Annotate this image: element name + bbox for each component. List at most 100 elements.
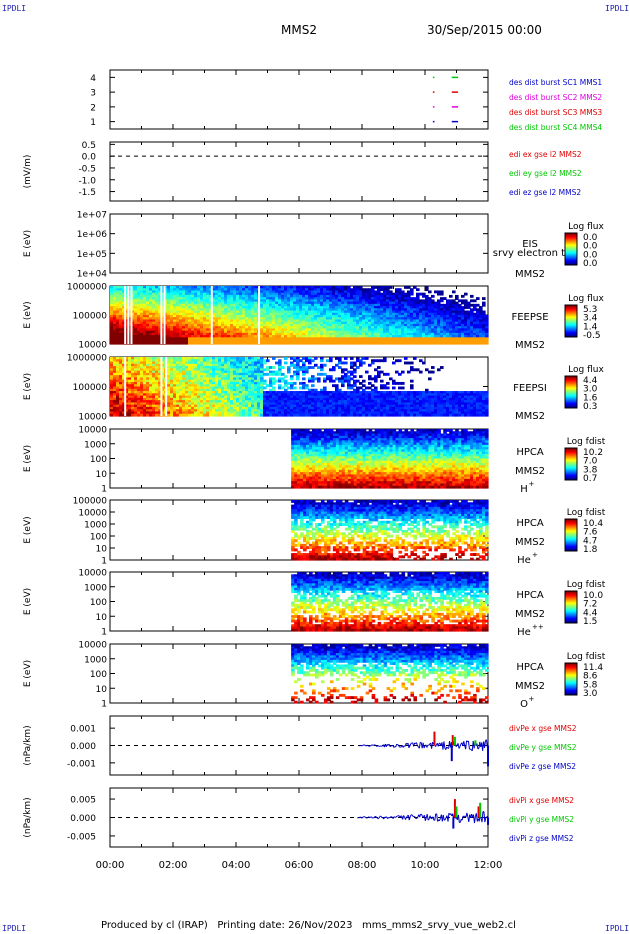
spectrogram-cell <box>227 406 231 410</box>
spectrogram-cell <box>479 319 483 323</box>
spectrogram-cell <box>149 317 153 321</box>
spectrogram-cell <box>347 301 351 305</box>
spectrogram-cell <box>158 335 162 338</box>
colorbar-swatch <box>565 329 577 331</box>
spectrogram-cell <box>269 413 273 417</box>
spectrogram-cell <box>314 299 318 303</box>
spectrogram-cell <box>389 326 393 329</box>
spectrogram-cell <box>308 335 312 338</box>
spectrogram-cell <box>296 397 300 401</box>
spectrogram-cell <box>152 337 156 341</box>
spectrogram-cell <box>248 386 252 390</box>
spectrogram-cell <box>152 315 156 318</box>
spectrogram-cell <box>170 330 174 334</box>
spectrogram-cell <box>242 366 246 369</box>
spectrogram-cell <box>143 299 147 303</box>
spectrogram-cell <box>263 372 267 376</box>
spectrogram-cell <box>260 328 264 332</box>
spectrogram-cell <box>260 363 264 367</box>
spectrogram-cell <box>287 406 291 410</box>
spectrogram-cell <box>365 294 369 298</box>
spectrogram-cell <box>161 317 165 321</box>
spectrogram-cell <box>152 388 156 392</box>
spectrogram-cell <box>419 310 423 314</box>
spectrogram-cell <box>386 308 390 312</box>
spectrogram-cell <box>140 406 144 410</box>
spectrogram-cell <box>134 361 138 365</box>
spectrogram-cell <box>128 397 132 401</box>
spectrogram-cell <box>113 375 117 379</box>
spectrogram-cell <box>140 363 144 367</box>
spectrogram-cell <box>290 384 294 388</box>
legend-entry: des dist burst SC2 MMS2 <box>509 93 602 102</box>
spectrogram-cell <box>239 384 243 388</box>
spectrogram-cell <box>188 339 192 343</box>
spectrogram-cell <box>203 323 207 327</box>
spectrogram-cell <box>317 317 321 321</box>
spectrogram-cell <box>206 409 210 413</box>
spectrogram-cell <box>236 323 240 327</box>
spectrogram-cell <box>317 330 321 334</box>
spectrogram-cell <box>341 341 345 345</box>
colorbar-swatch <box>565 317 577 319</box>
spectrogram-cell <box>299 413 303 417</box>
spectrogram-cell <box>269 384 273 388</box>
spectrogram-cell <box>317 310 321 314</box>
spectrogram-cell <box>197 294 201 298</box>
spectrogram-cell <box>395 312 399 316</box>
spectrogram-cell <box>167 326 171 329</box>
spectrogram-cell <box>146 299 150 303</box>
spectrogram-cell <box>227 315 231 318</box>
spectrogram-cell <box>239 372 243 376</box>
spectrogram-cell <box>236 292 240 296</box>
spectrogram-cell <box>203 388 207 392</box>
spectrogram-cell <box>116 288 120 292</box>
colorbar-swatch <box>565 249 577 251</box>
spectrogram-cell <box>167 384 171 388</box>
spectrogram-cell <box>170 406 174 410</box>
spectrogram-cell <box>212 332 216 336</box>
spectrogram-cell <box>410 335 414 338</box>
data-gap <box>163 286 166 344</box>
spectrogram-cell <box>281 321 285 325</box>
spectrogram-cell <box>335 312 339 316</box>
spectrogram-cell <box>110 332 114 336</box>
spectrogram-cell <box>431 310 435 314</box>
spectrogram-cell <box>215 384 219 388</box>
spectrogram-cell <box>455 294 459 298</box>
spectrogram-cell <box>179 286 183 289</box>
spectrogram-cell <box>257 402 261 406</box>
spectrogram-cell <box>470 337 474 341</box>
spectrogram-cell <box>254 319 258 323</box>
spectrogram-cell <box>461 310 465 314</box>
spectrogram-cell <box>242 306 246 309</box>
spectrogram-cell <box>263 379 267 383</box>
spectrogram-cell <box>320 330 324 334</box>
spectrogram-cell <box>251 406 255 410</box>
spectrogram-cell <box>380 288 384 292</box>
spectrogram-cell <box>233 357 237 360</box>
spectrogram-cell <box>443 306 447 309</box>
spectrogram-cell <box>122 317 126 321</box>
spectrogram-cell <box>116 370 120 374</box>
spectrogram-cell <box>392 319 396 323</box>
spectrogram-cell <box>251 357 255 360</box>
spectrogram-cell <box>179 308 183 312</box>
spectrogram-cell <box>155 290 159 294</box>
spectrogram-cell <box>443 332 447 336</box>
spectrogram-cell <box>344 326 348 329</box>
spectrogram-cell <box>323 299 327 303</box>
spectrogram-cell <box>128 319 132 323</box>
spectrogram-cell <box>275 294 279 298</box>
spectrogram-cell <box>194 377 198 381</box>
spectrogram-cell <box>467 317 471 321</box>
spectrogram-cell <box>473 306 477 309</box>
spectrogram-cell <box>134 409 138 413</box>
spectrogram-cell <box>350 299 354 303</box>
spectrogram-cell <box>458 328 462 332</box>
spectrogram-cell <box>212 397 216 401</box>
spectrogram-cell <box>173 357 177 360</box>
panel-frame-edi <box>109 141 489 202</box>
spectrogram-cell <box>218 341 222 345</box>
spectrogram-cell <box>395 288 399 292</box>
